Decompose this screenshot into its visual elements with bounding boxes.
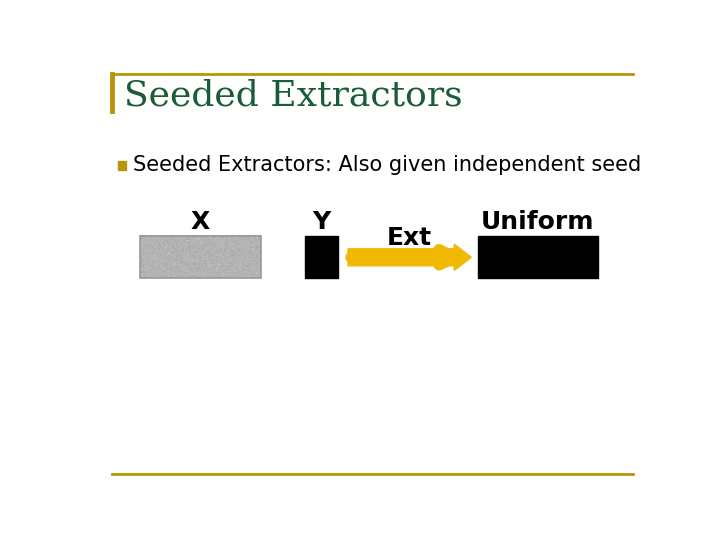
Text: X: X (191, 210, 210, 234)
Bar (305, 236, 338, 279)
Bar (118, 161, 127, 170)
Text: Seeded Extractors: Also given independent seed: Seeded Extractors: Also given independen… (132, 156, 641, 176)
FancyArrow shape (348, 244, 472, 271)
Text: Y: Y (312, 210, 331, 234)
Text: Seeded Extractors: Seeded Extractors (124, 79, 463, 113)
Text: Uniform: Uniform (481, 210, 594, 234)
Bar (477, 236, 598, 279)
Bar (140, 236, 261, 279)
Text: Ext: Ext (387, 226, 431, 250)
